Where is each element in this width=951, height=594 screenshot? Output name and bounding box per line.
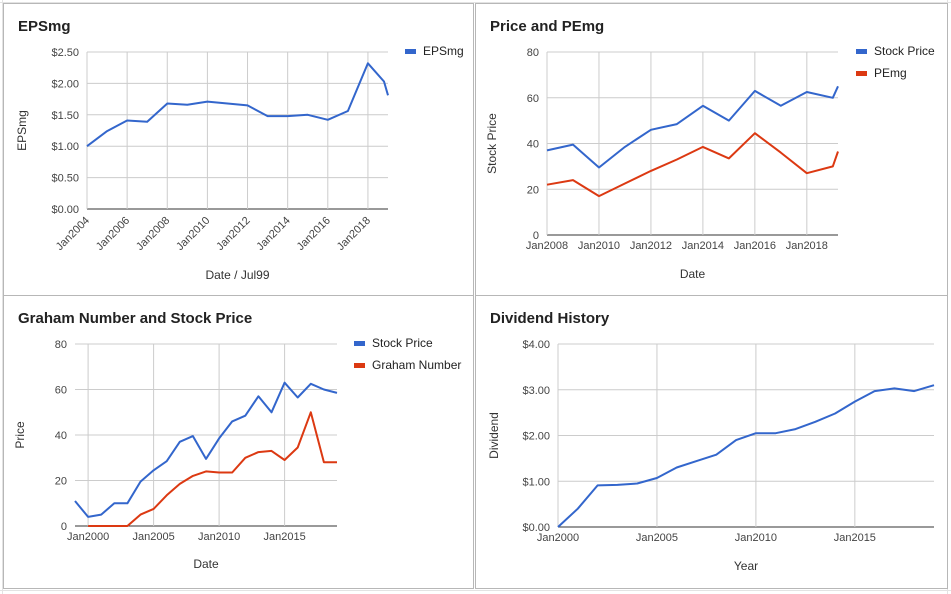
eps-chart-panel[interactable]: EPSmg $0.00 $0.50 $1.00 $1.50 $2.00 $2.50 Jan2… [3,3,474,296]
x-axis-title: Date / Jul99 [205,268,269,282]
chart-title: Dividend History [490,310,610,327]
x-axis-title: Date [193,557,219,571]
y-axis-title: Price [13,421,27,449]
price-pe-chart-panel[interactable]: Price and PEmg 0 20 40 60 80 Jan2008 Jan2010 Ja… [475,3,948,296]
y-tick-label: 60 [55,385,67,397]
x-tick-label: Jan2005 [636,532,678,544]
y-tick-label: 20 [55,476,67,488]
sheet-gridline [2,0,3,594]
y-tick-label: $4.00 [522,339,550,351]
y-tick-label: 40 [527,139,539,151]
x-tick-label: Jan2012 [630,240,672,252]
y-tick-label: 20 [527,184,539,196]
series-line-0 [546,85,839,169]
x-tick-label: Jan2016 [734,240,776,252]
legend-label: PEmg [874,66,907,80]
x-tick-label: Jan2008 [134,215,172,253]
y-tick-label: 80 [527,47,539,59]
x-tick-label: Jan2018 [786,240,828,252]
legend-swatch [354,363,365,368]
y-tick-label: $1.00 [522,476,550,488]
x-tick-label: Jan2015 [834,532,876,544]
legend-label: Stock Price [874,44,935,58]
y-tick-label: $2.00 [51,78,79,90]
x-tick-label: Jan2015 [263,531,305,543]
x-tick-label: Jan2000 [67,531,109,543]
chart-title: Graham Number and Stock Price [18,310,253,327]
graham-chart: 0 20 40 60 80 Jan2000 Jan2005 Jan2010 Jan2015 Dat… [13,336,461,571]
x-tick-label: Jan2014 [254,215,292,253]
series-line-1 [546,132,839,198]
y-tick-label: 60 [527,93,539,105]
price-pe-chart: 0 20 40 60 80 Jan2008 Jan2010 Jan2012 Jan2014 Jan… [485,44,935,281]
x-tick-label: Jan2006 [94,215,132,253]
legend-label: EPSmg [423,44,464,58]
x-tick-label: Jan2010 [578,240,620,252]
x-axis-title: Year [734,559,758,573]
x-tick-label: Jan2005 [132,531,174,543]
y-axis-title: EPSmg [15,110,29,151]
x-tick-label: Jan2008 [526,240,568,252]
y-tick-label: $2.50 [51,47,79,59]
y-axis-title: Stock Price [485,113,499,174]
dividend-chart: $0.00 $1.00 $2.00 $3.00 $4.00 Jan2000 Jan2005 J… [487,339,935,573]
y-tick-label: 80 [55,339,67,351]
sheet-gridline [0,2,951,3]
y-tick-label: $1.00 [51,141,79,153]
y-tick-label: $2.00 [522,431,550,443]
legend-swatch [856,49,867,54]
x-tick-label: Jan2010 [174,215,212,253]
x-tick-label: Jan2014 [682,240,724,252]
x-tick-label: Jan2010 [198,531,240,543]
y-tick-label: 40 [55,430,67,442]
legend-label: Stock Price [372,336,433,350]
y-tick-label: $0.50 [51,173,79,185]
legend-swatch [405,49,416,54]
x-tick-label: Jan2012 [214,215,252,253]
x-axis-title: Date [680,267,706,281]
series-line-0 [557,384,935,528]
series-line-1 [88,411,337,527]
chart-title: Price and PEmg [490,18,605,35]
y-tick-label: $0.00 [51,204,79,216]
legend-label: Graham Number [372,358,461,372]
graham-chart-panel[interactable]: Graham Number and Stock Price 0 20 40 60 80 J… [3,295,474,589]
y-tick-label: $0.00 [522,522,550,534]
x-tick-label: Jan2010 [735,532,777,544]
x-tick-label: Jan2004 [54,215,92,253]
y-axis-title: Dividend [487,412,501,459]
dividend-chart-panel[interactable]: Dividend History $0.00 $1.00 $2.00 $3.00 $4.… [475,295,948,589]
y-tick-label: $3.00 [522,385,550,397]
legend-swatch [856,71,867,76]
legend-swatch [354,341,365,346]
series-line-0 [74,381,338,518]
x-tick-label: Jan2000 [537,532,579,544]
y-tick-label: 0 [61,521,67,533]
chart-title: EPSmg [18,18,71,35]
x-tick-label: Jan2018 [335,215,373,253]
sheet-gridline [0,590,951,591]
y-tick-label: 0 [533,230,539,242]
x-tick-label: Jan2016 [295,215,333,253]
series-line-0 [86,62,389,147]
y-tick-label: $1.50 [51,110,79,122]
